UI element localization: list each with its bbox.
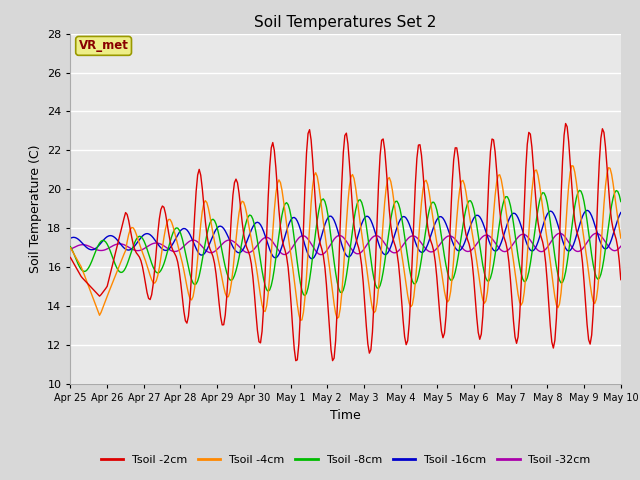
Title: Soil Temperatures Set 2: Soil Temperatures Set 2 bbox=[255, 15, 436, 30]
Y-axis label: Soil Temperature (C): Soil Temperature (C) bbox=[29, 144, 42, 273]
X-axis label: Time: Time bbox=[330, 408, 361, 421]
Legend: Tsoil -2cm, Tsoil -4cm, Tsoil -8cm, Tsoil -16cm, Tsoil -32cm: Tsoil -2cm, Tsoil -4cm, Tsoil -8cm, Tsoi… bbox=[96, 451, 595, 469]
Text: VR_met: VR_met bbox=[79, 39, 129, 52]
